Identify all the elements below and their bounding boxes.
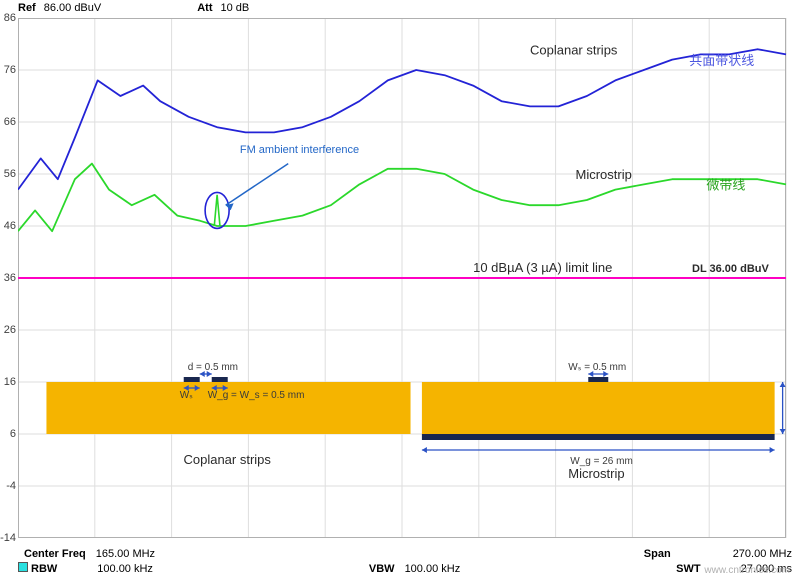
microstrip-diagram-label: Microstrip	[568, 466, 624, 481]
coplanar-diagram-label: Coplanar strips	[183, 452, 271, 467]
fm-interference-label: FM ambient interference	[240, 144, 359, 156]
y-tick: 36	[0, 272, 16, 284]
coplanar-ws-label: Wₛ	[180, 390, 193, 401]
y-tick: 26	[0, 324, 16, 336]
span-value: 270.00 MHz	[733, 548, 792, 560]
microstrip-label-en: Microstrip	[576, 167, 632, 182]
rbw-marker-icon	[18, 562, 28, 572]
spectrum-plot: 10 dBµA (3 µA) limit line DL 36.00 dBuV FM…	[18, 18, 788, 538]
ref-value: 86.00 dBuV	[44, 2, 102, 14]
footer: Center Freq 165.00 MHz Span 270.00 MHz R…	[18, 548, 792, 578]
att-label: Att	[197, 2, 212, 14]
swt-label: SWT	[676, 563, 700, 575]
top-header: Ref 86.00 dBuV Att 10 dB	[0, 0, 796, 18]
microstrip-label-cn: 微带线	[706, 178, 745, 193]
limit-line-label: 10 dBµA (3 µA) limit line	[473, 260, 612, 275]
ref-label: Ref	[18, 2, 36, 14]
y-tick: 16	[0, 376, 16, 388]
y-tick: 66	[0, 116, 16, 128]
rbw-value: 100.00 kHz	[97, 563, 153, 575]
watermark: www.cntronics.com	[704, 565, 790, 576]
coplanar-wg-label: W_g = W_s = 0.5 mm	[208, 390, 305, 401]
vbw-value: 100.00 kHz	[405, 563, 461, 575]
rbw-label: RBW	[31, 563, 57, 575]
coplanar-d-label: d = 0.5 mm	[188, 362, 238, 373]
limit-line-dl: DL 36.00 dBuV	[692, 263, 769, 275]
microstrip-substrate	[422, 382, 775, 434]
y-tick: -4	[0, 480, 16, 492]
y-tick: 56	[0, 168, 16, 180]
y-tick: 86	[0, 12, 16, 24]
y-tick: 46	[0, 220, 16, 232]
y-tick: 76	[0, 64, 16, 76]
vbw-label: VBW	[369, 563, 395, 575]
center-freq-label: Center Freq	[24, 548, 86, 560]
y-tick: -14	[0, 532, 16, 544]
att-value: 10 dB	[221, 2, 250, 14]
span-label: Span	[644, 548, 671, 560]
coplanar-label-cn: 共面带状线	[689, 53, 754, 68]
coplanar-label-en: Coplanar strips	[530, 42, 618, 57]
y-tick: 6	[0, 428, 16, 440]
center-freq-value: 165.00 MHz	[96, 548, 155, 560]
microstrip-ws-label: Wₛ = 0.5 mm	[568, 362, 626, 373]
